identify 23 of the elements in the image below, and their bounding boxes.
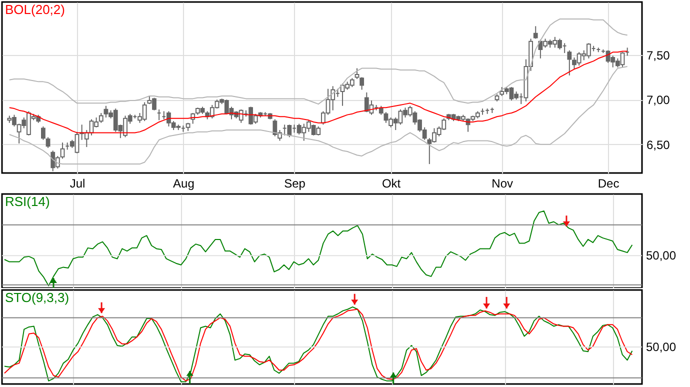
chart-title: RSI(14) (5, 194, 50, 209)
text: 50,00 (646, 248, 676, 263)
x-tick-label: Jul (70, 176, 86, 190)
chart-title: BOL(20;2) (5, 2, 65, 17)
x-tick-label: Sep (284, 176, 306, 190)
x-tick-label: Dec (598, 176, 620, 190)
candlestick (98, 112, 104, 124)
x-tick-label: Aug (173, 176, 194, 190)
text: 50,00 (646, 340, 676, 354)
y-tick-label: 6,50 (646, 138, 670, 152)
candlestick (46, 136, 50, 148)
chart-title: STO(9,3,3) (5, 290, 70, 305)
candlestick (360, 76, 364, 90)
y-tick-label: 7,00 (646, 93, 670, 108)
candlestick (41, 126, 46, 140)
y-tick-label: 7,50 (646, 48, 670, 62)
x-tick-label: Nov (492, 176, 513, 190)
candlestick (287, 124, 292, 138)
candlestick (533, 26, 538, 40)
candlestick (60, 142, 65, 160)
x-tick-label: Okt (382, 176, 402, 190)
candlestick (354, 68, 360, 80)
line-series (8, 18, 628, 105)
